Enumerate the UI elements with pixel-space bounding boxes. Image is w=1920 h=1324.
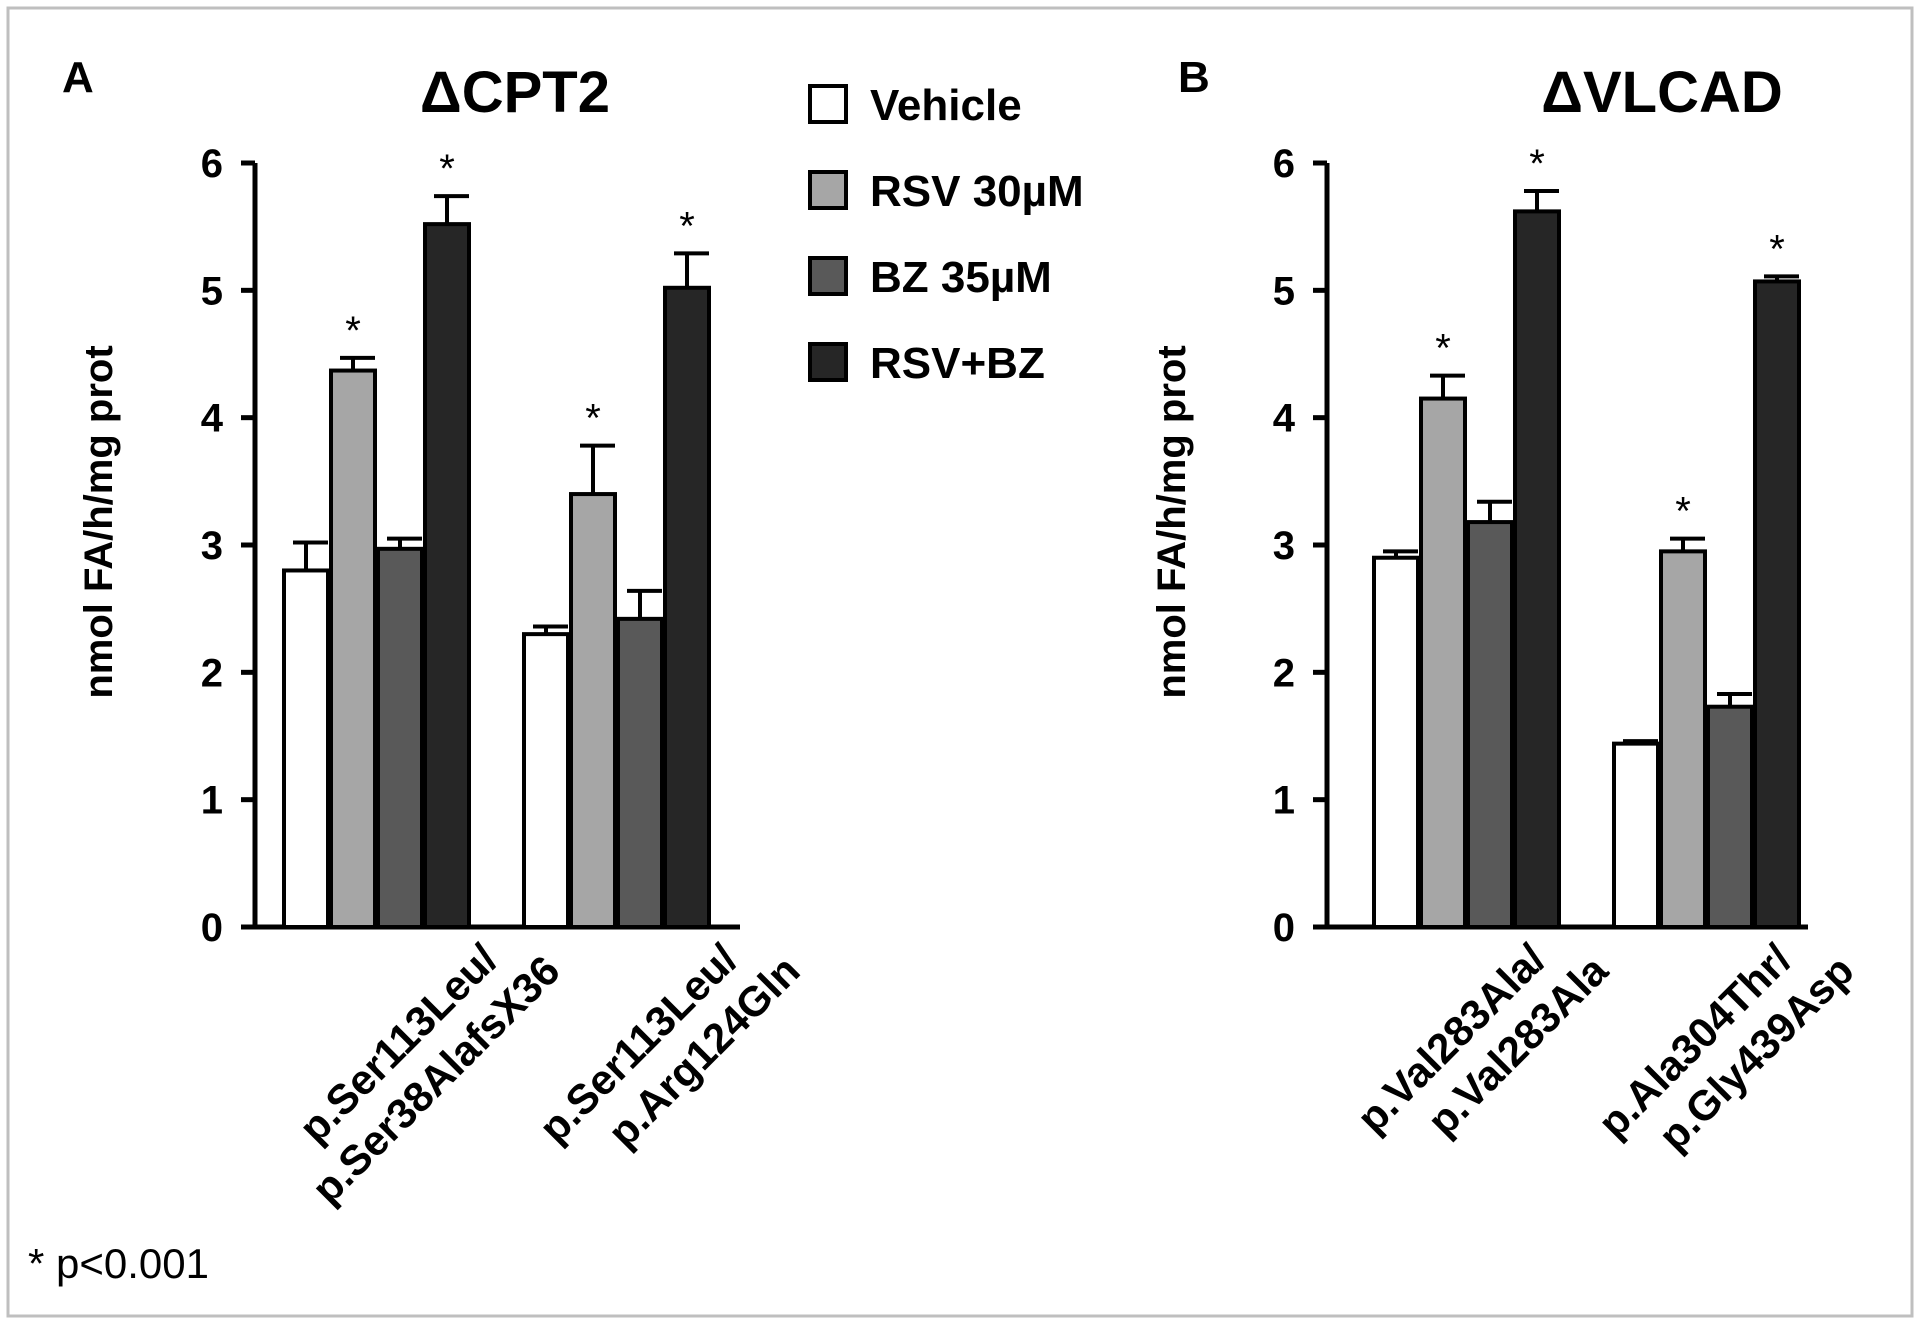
panel-a-significance-marker: * [439,147,455,191]
legend-swatch [808,170,848,210]
panel-a-y-tick-label: 5 [201,269,223,313]
panel-b-bar [1419,396,1467,930]
legend: Vehicle RSV 30µM BZ 35µM RSV+BZ [808,81,1084,388]
panel-b-significance-marker: * [1675,490,1691,534]
panel-b-significance-marker: * [1529,142,1545,186]
panel-a-bar [423,222,471,929]
panel-b-title: ΔVLCAD [1541,60,1782,125]
panel-a-significance-marker: * [679,204,695,248]
panel-b-bar [1706,704,1754,929]
panel-b-bar [1466,520,1514,930]
panel-a-bar [376,546,424,929]
panel-a-letter: A [62,53,94,102]
panel-a-bar [329,368,377,929]
panel-b-bar [1753,279,1801,930]
panel-b-y-axis-label: nmol FA/h/mg prot [1150,345,1194,698]
legend-swatch [808,84,848,124]
panel-a-y-axis-label: nmol FA/h/mg prot [77,345,121,698]
legend-swatch [808,342,848,382]
panel-a-y-tick-label: 3 [201,524,223,568]
panel-a-y-tick-label: 0 [201,906,223,950]
panel-b-bar [1612,741,1660,930]
panel-a-y-tick-label: 2 [201,651,223,695]
panel-b-y-tick-label: 3 [1273,524,1295,568]
panel-b-y-tick-label: 5 [1273,269,1295,313]
panel-a-title: ΔCPT2 [420,60,610,125]
legend-label: RSV+BZ [870,339,1045,388]
panel-b-bar [1659,549,1707,929]
panel-a-significance-marker: * [345,309,361,353]
panel-a-y-tick-label: 4 [201,397,224,441]
panel-b-y-tick-label: 0 [1273,906,1295,950]
panel-b-significance-marker: * [1435,327,1451,371]
legend-swatch [808,256,848,296]
panel-a-bar [616,616,664,929]
panel-a-bar [282,568,330,929]
panel-b-letter: B [1178,53,1210,102]
panel-b-y-tick-label: 6 [1273,142,1295,186]
panel-b-bar [1372,555,1420,929]
panel-b-y-tick-label: 4 [1273,397,1296,441]
panel-b-significance-marker: * [1769,227,1785,271]
panel-a-significance-marker: * [585,397,601,441]
panel-a-y-tick-label: 6 [201,142,223,186]
panel-a-bar [663,285,711,929]
panel-b-y-tick-label: 2 [1273,651,1295,695]
panel-a-y-tick-label: 1 [201,779,223,823]
panel-b-y-tick-label: 1 [1273,779,1295,823]
legend-label: Vehicle [870,81,1022,130]
legend-label: BZ 35µM [870,253,1052,302]
footnote: * p<0.001 [28,1240,209,1287]
panel-b-bar [1513,209,1561,930]
panel-a-bar [522,632,570,930]
panel-a-bar [569,492,617,929]
legend-label: RSV 30µM [870,167,1084,216]
